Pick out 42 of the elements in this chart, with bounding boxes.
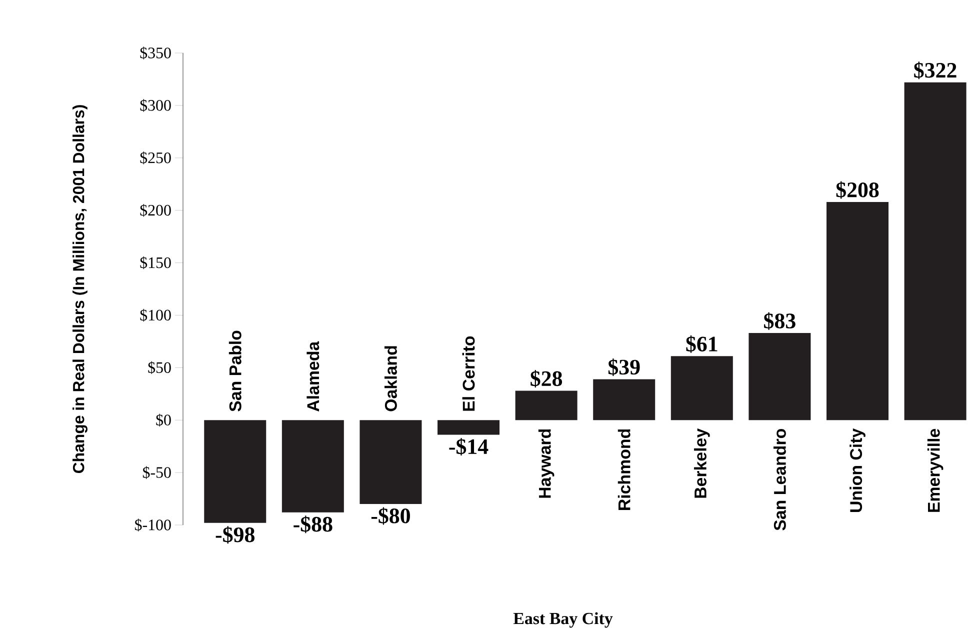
bar xyxy=(204,420,266,523)
y-tick-label: $250 xyxy=(140,152,171,164)
x-tick-label: Alameda xyxy=(306,341,320,412)
y-tick-label: $0 xyxy=(156,414,171,426)
y-tick-label: $350 xyxy=(140,46,171,60)
x-tick-label: El Cerrito xyxy=(462,336,475,411)
y-axis-title: Change in Real Dollars (In Millions, 2001 Dollars) xyxy=(72,105,88,474)
y-tick-label: $-100 xyxy=(134,518,171,532)
data-label: $322 xyxy=(914,62,956,80)
data-label: -$88 xyxy=(294,516,332,534)
bar xyxy=(515,390,578,420)
x-tick-label: Hayward xyxy=(538,429,554,498)
x-tick-label: Berkeley xyxy=(694,428,710,498)
y-tick-label: $300 xyxy=(140,99,171,112)
y-tick-label: $100 xyxy=(140,308,171,322)
bar xyxy=(826,202,889,420)
data-label: $208 xyxy=(836,181,879,199)
bar xyxy=(748,333,811,420)
data-label: -$14 xyxy=(449,438,488,456)
data-label: -$98 xyxy=(216,526,254,544)
x-tick-label: Oakland xyxy=(384,346,397,412)
data-label: $39 xyxy=(608,358,640,376)
y-tick-label: $50 xyxy=(148,361,171,374)
bar xyxy=(593,379,656,420)
x-tick-label: Union City xyxy=(850,428,866,512)
x-tick-label: Richmond xyxy=(618,429,630,510)
bar xyxy=(438,420,500,435)
x-tick-label: San Leandro xyxy=(773,428,786,530)
data-label: $83 xyxy=(764,312,796,330)
y-tick-label: $150 xyxy=(140,256,171,270)
bar xyxy=(904,82,966,420)
bar xyxy=(670,356,733,420)
x-tick-label: San Pablo xyxy=(228,330,242,412)
y-tick-label: $-50 xyxy=(142,466,171,479)
bar xyxy=(282,420,344,512)
data-label: $28 xyxy=(530,370,562,388)
x-axis-title: East Bay City xyxy=(513,612,613,628)
data-label: $61 xyxy=(686,335,718,353)
bar xyxy=(360,420,422,504)
y-tick-label: $200 xyxy=(140,204,171,217)
data-label: -$80 xyxy=(371,507,410,525)
x-tick-label: Emeryville xyxy=(927,428,944,512)
